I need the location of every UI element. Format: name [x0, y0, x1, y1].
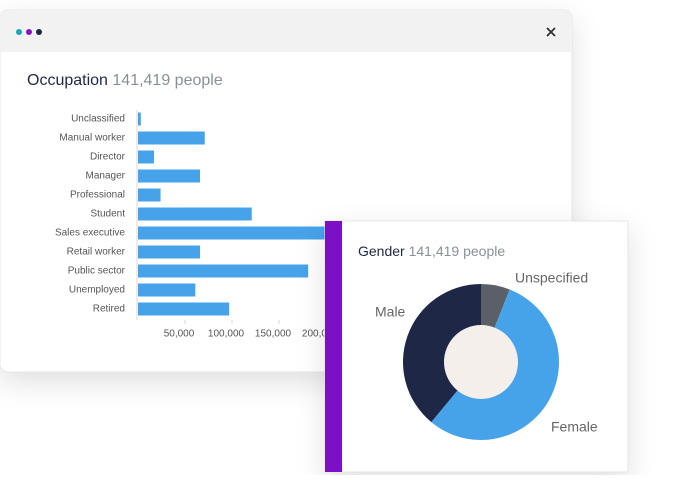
y-tick-label: Retired [93, 304, 125, 315]
x-tick-label: 150,000 [255, 329, 292, 340]
bar [138, 302, 230, 316]
dot [26, 29, 32, 35]
y-tick-label: Director [90, 152, 126, 163]
y-tick-label: Manual worker [59, 133, 125, 144]
title: Occupation [27, 72, 108, 89]
bar-chart: Unclassified Manual worker Director Manager… [55, 110, 355, 340]
donut-hole [444, 325, 518, 399]
bar [138, 283, 196, 297]
x-tick-label: 200,000 [302, 329, 339, 340]
y-tick-label: Retail worker [67, 247, 126, 258]
y-tick-label: Unemployed [69, 285, 125, 296]
gender-card: Gender 141,419 people Unspecified Female M… [324, 220, 629, 473]
y-tick-label: Student [91, 209, 126, 220]
close-button[interactable] [546, 27, 556, 37]
bar [138, 150, 154, 164]
y-tick-label: Public sector [68, 266, 126, 277]
donut-chart: Unspecified Female Male [375, 270, 598, 440]
y-tick-label: Manager [86, 171, 126, 182]
slice-label: Male [375, 304, 406, 320]
subtitle: 141,419 people [409, 243, 506, 259]
bar [138, 169, 201, 183]
window-header [0, 10, 572, 52]
y-tick-label: Sales executive [55, 228, 125, 239]
bar [138, 131, 205, 145]
subtitle: 141,419 people [112, 72, 222, 89]
slice-label: Unspecified [515, 270, 588, 286]
card-accent [325, 221, 342, 472]
slice-label: Female [551, 419, 598, 435]
title: Gender [358, 243, 405, 259]
bar [138, 188, 161, 202]
bar [138, 112, 141, 126]
bar [138, 245, 201, 259]
x-tick-label: 50,000 [164, 329, 195, 340]
y-tick-label: Unclassified [71, 114, 125, 125]
chart-title: Gender 141,419 people [358, 243, 505, 259]
x-tick-label: 100,000 [208, 329, 245, 340]
dot [16, 29, 22, 35]
y-tick-label: Professional [70, 190, 125, 201]
chart-title: Occupation 141,419 people [27, 72, 223, 89]
bar [138, 226, 355, 240]
bar [138, 264, 309, 278]
dot [36, 29, 42, 35]
donut-slice [403, 284, 481, 423]
bar [138, 207, 252, 221]
